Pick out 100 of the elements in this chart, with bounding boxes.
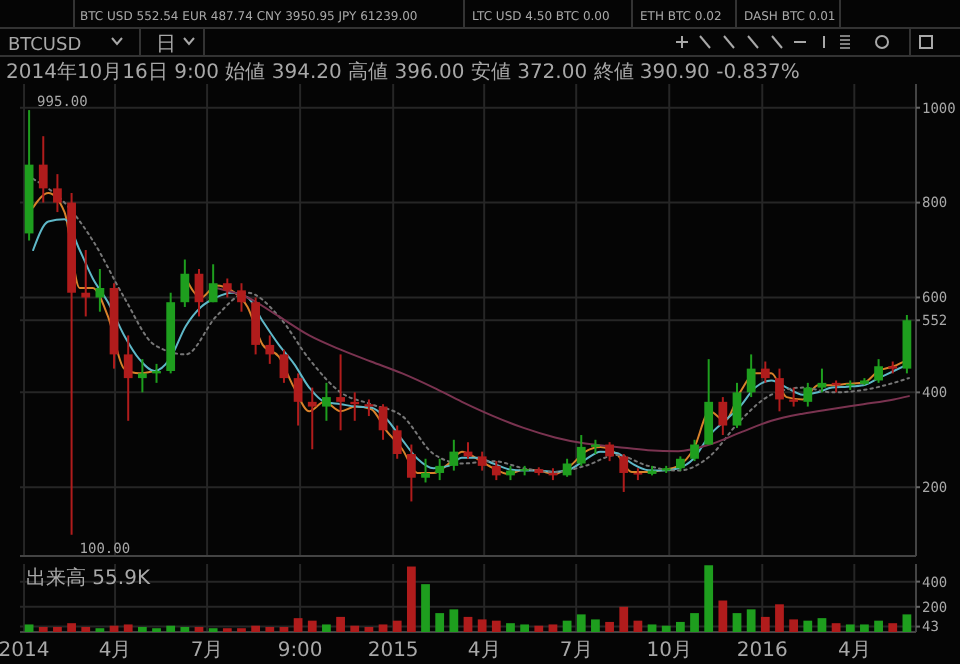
bar <box>463 616 473 632</box>
bar <box>180 626 190 632</box>
bar <box>491 620 501 632</box>
candlestick <box>322 381 331 422</box>
bar <box>591 619 600 632</box>
candlestick <box>619 453 629 493</box>
bar <box>265 626 275 632</box>
candlestick <box>123 334 133 422</box>
candlestick <box>265 334 275 365</box>
bar <box>406 566 416 632</box>
x-tick-label: 2016 <box>736 640 788 662</box>
candlestick <box>449 438 459 472</box>
candlestick <box>576 434 586 467</box>
bar <box>307 620 317 632</box>
x-tick-label: 9:00 <box>277 640 323 662</box>
bar <box>194 626 204 632</box>
bar <box>123 624 133 632</box>
bar <box>548 624 558 632</box>
bar <box>789 619 799 632</box>
bar <box>38 626 48 632</box>
candlestick <box>605 441 614 463</box>
x-tick-label: 4月 <box>467 640 501 662</box>
bar <box>378 624 388 632</box>
bar <box>760 616 770 632</box>
bar <box>803 620 813 632</box>
bar <box>392 620 402 632</box>
bar <box>24 624 34 632</box>
candlestick <box>279 348 289 384</box>
candlestick <box>704 358 714 446</box>
bar <box>67 623 76 632</box>
candlestick <box>718 396 728 437</box>
bar <box>647 624 657 632</box>
candlestick <box>746 353 756 399</box>
bar <box>576 614 586 632</box>
candlestick <box>817 367 827 394</box>
candlestick <box>732 381 742 429</box>
bar <box>746 609 756 632</box>
x-tick-label: 7月 <box>190 640 224 662</box>
candlestick <box>293 372 303 427</box>
bar <box>350 625 360 632</box>
bar <box>845 624 855 632</box>
candlestick <box>194 268 204 318</box>
bar <box>449 609 459 632</box>
bar <box>293 618 303 632</box>
bar <box>322 624 331 632</box>
candlestick <box>421 457 430 484</box>
x-tick-label: 7月 <box>559 640 593 662</box>
candlestick <box>406 443 416 503</box>
candlestick <box>775 367 784 413</box>
bar <box>619 606 629 632</box>
candlestick <box>491 460 501 482</box>
bar <box>435 613 445 632</box>
candlestick <box>251 296 261 356</box>
bar <box>690 613 699 632</box>
candlestick <box>237 282 246 313</box>
bar <box>477 619 487 632</box>
candlestick <box>180 258 190 308</box>
chart-subtitle: 2014年10月16日 9:00 始値 394.20 高値 396.00 安値 372.00 終値 390.90 -0.837% <box>6 60 800 84</box>
candlestick <box>336 353 345 432</box>
candlestick <box>803 381 813 408</box>
bar <box>534 625 544 632</box>
candlestick <box>760 360 770 384</box>
candlestick <box>222 277 232 299</box>
bar <box>704 565 714 632</box>
bar <box>506 623 515 632</box>
bar <box>874 620 883 632</box>
bar <box>336 616 345 632</box>
candlestick <box>874 358 883 384</box>
candlestick <box>137 358 147 394</box>
bar <box>831 623 841 632</box>
bar <box>279 626 289 632</box>
bar <box>775 604 784 632</box>
candlestick <box>38 135 48 204</box>
bar <box>53 626 62 632</box>
candlestick <box>477 450 487 472</box>
bar <box>421 584 430 632</box>
candlestick <box>307 386 317 451</box>
bar <box>732 613 742 632</box>
x-tick-label: 2014 <box>0 640 50 662</box>
bar <box>860 624 869 632</box>
bar <box>902 614 912 632</box>
bar <box>81 626 91 632</box>
bar <box>888 623 898 632</box>
candlestick <box>208 263 218 304</box>
x-tick-label: 4月 <box>98 640 132 662</box>
bar <box>675 621 685 632</box>
text: BTCUSD <box>8 36 82 56</box>
bar <box>364 626 374 632</box>
candlestick <box>392 424 402 460</box>
text: 日 <box>156 34 176 56</box>
x-tick-label: 2015 <box>367 640 419 662</box>
bar <box>166 625 176 632</box>
bar <box>817 618 827 632</box>
bar <box>520 624 530 632</box>
bar <box>137 626 147 632</box>
x-tick-label: 10月 <box>646 640 692 662</box>
bar <box>718 600 728 632</box>
x-tick-label: 4月 <box>837 640 871 662</box>
candlestick <box>789 386 799 408</box>
candlestick <box>53 173 62 214</box>
